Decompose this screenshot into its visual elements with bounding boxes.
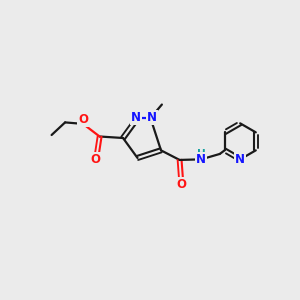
Text: N: N: [131, 111, 141, 124]
Text: N: N: [196, 153, 206, 167]
Text: H: H: [197, 149, 206, 159]
Text: O: O: [78, 113, 88, 126]
Text: N: N: [147, 111, 157, 124]
Text: O: O: [90, 153, 100, 166]
Text: O: O: [177, 178, 187, 191]
Text: N: N: [235, 153, 245, 167]
